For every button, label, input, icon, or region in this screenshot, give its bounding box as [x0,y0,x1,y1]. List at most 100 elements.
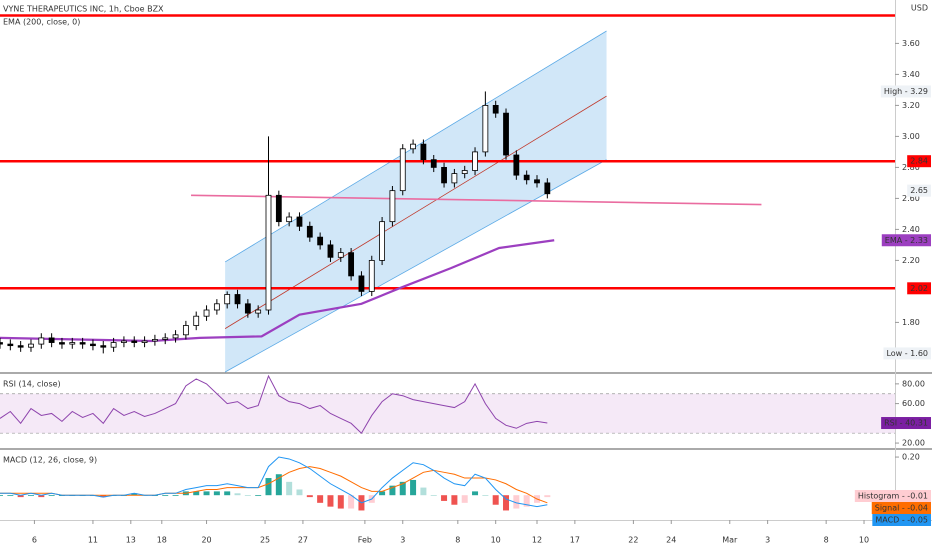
candle-body [193,315,200,326]
candle-body [410,143,416,150]
candle-body [430,159,437,168]
x-tick-label: 8 [455,536,460,545]
y-tick-label: 0.20 [902,453,920,462]
histogram-bar [17,495,24,498]
price-label-box [907,184,931,197]
histogram-bar [275,474,282,496]
channel-fill [225,31,607,372]
price-label-box [907,282,931,295]
histogram-bar [513,495,520,509]
candle-body [110,342,117,348]
y-tick-label: 3.40 [902,70,920,79]
x-tick-label: 3 [765,536,770,545]
price-label: 2.02 [910,284,928,293]
candle-body [296,216,303,227]
x-tick-label: Feb [358,536,372,545]
price-label: EMA - 2.33 [885,236,928,245]
chart-title: VYNE THERAPEUTICS INC, 1h, Cboe BZX [3,5,164,14]
channel-line [224,159,607,373]
candle-body [399,148,406,192]
candle-body [7,343,14,347]
candle-body [203,309,210,317]
histogram-bar [410,479,417,496]
candle-body [492,105,499,114]
x-tick-label: 20 [201,536,211,545]
candle-body [131,340,138,343]
price-label: MACD - -0.05 [875,516,928,525]
rsi-band [0,393,895,434]
indicator-title: EMA (200, close, 0) [3,18,80,27]
candle-body [306,225,313,238]
candle-body [172,334,179,339]
price-label: Histogram - -0.01 [858,492,928,501]
histogram-bar [441,495,448,501]
x-tick-label: 24 [666,536,676,545]
candle-body [327,244,334,258]
histogram-bar [224,491,231,496]
candle-body [368,259,375,292]
y-tick-label: 3.60 [902,39,920,48]
histogram-bar [38,495,45,498]
histogram-bar [255,495,262,497]
histogram-bar [523,495,530,507]
candle-body [513,154,520,176]
x-tick-label: 10 [491,536,501,545]
candle-body [275,194,282,223]
histogram-bar [503,495,510,511]
candle-body [48,337,55,343]
candle-body [337,252,344,258]
y-tick-label: 3.20 [902,101,920,110]
histogram-bar [399,481,406,496]
candle-body [358,275,365,292]
y-tick-label: 2.20 [902,256,920,265]
y-tick-label: 60.00 [902,399,925,408]
candle-body [38,337,45,345]
candle-body [213,303,220,311]
price-label-box [907,155,931,168]
x-tick-label: 6 [32,536,37,545]
histogram-bar [234,493,241,496]
y-tick-label: 80.00 [902,379,925,388]
trend-line [191,194,762,206]
histogram-bar [327,495,334,507]
candle-body [17,345,24,348]
histogram-bar [472,491,479,496]
histogram-bar [420,487,427,496]
candle-body [100,345,107,348]
candle-body [162,337,169,340]
candle-body [503,112,509,156]
macd-line [0,456,548,508]
histogram-bar [172,495,179,497]
price-label: 2.65 [910,186,928,195]
histogram-bar [193,491,200,496]
price-label-box [854,490,931,502]
histogram-bar [100,495,107,498]
candle-body [472,151,478,171]
candle-body [224,294,231,305]
price-label-box [881,417,931,430]
x-tick-label: 11 [88,536,98,545]
y-tick-label: 20.00 [902,439,925,448]
candle-body [420,143,427,161]
price-label: Signal - -0.04 [875,504,928,513]
candle-body [59,342,65,345]
x-tick-label: 13 [126,536,136,545]
candle-body [28,343,34,348]
candle-body [79,342,86,345]
price-label: RSI - 40.31 [884,419,928,428]
x-tick-label: 27 [298,536,308,545]
histogram-bar [162,495,169,497]
candle-body [141,340,148,343]
candle-body [286,216,293,223]
histogram-bar [48,495,55,497]
x-tick-label: 22 [628,536,638,545]
y-tick-label: 1.80 [902,318,920,327]
price-label-box [881,234,931,247]
histogram-bar [131,493,138,496]
histogram-bar [203,491,210,496]
candle-body [182,325,189,336]
x-tick-label: 8 [824,536,829,545]
x-tick-label: 18 [157,536,167,545]
